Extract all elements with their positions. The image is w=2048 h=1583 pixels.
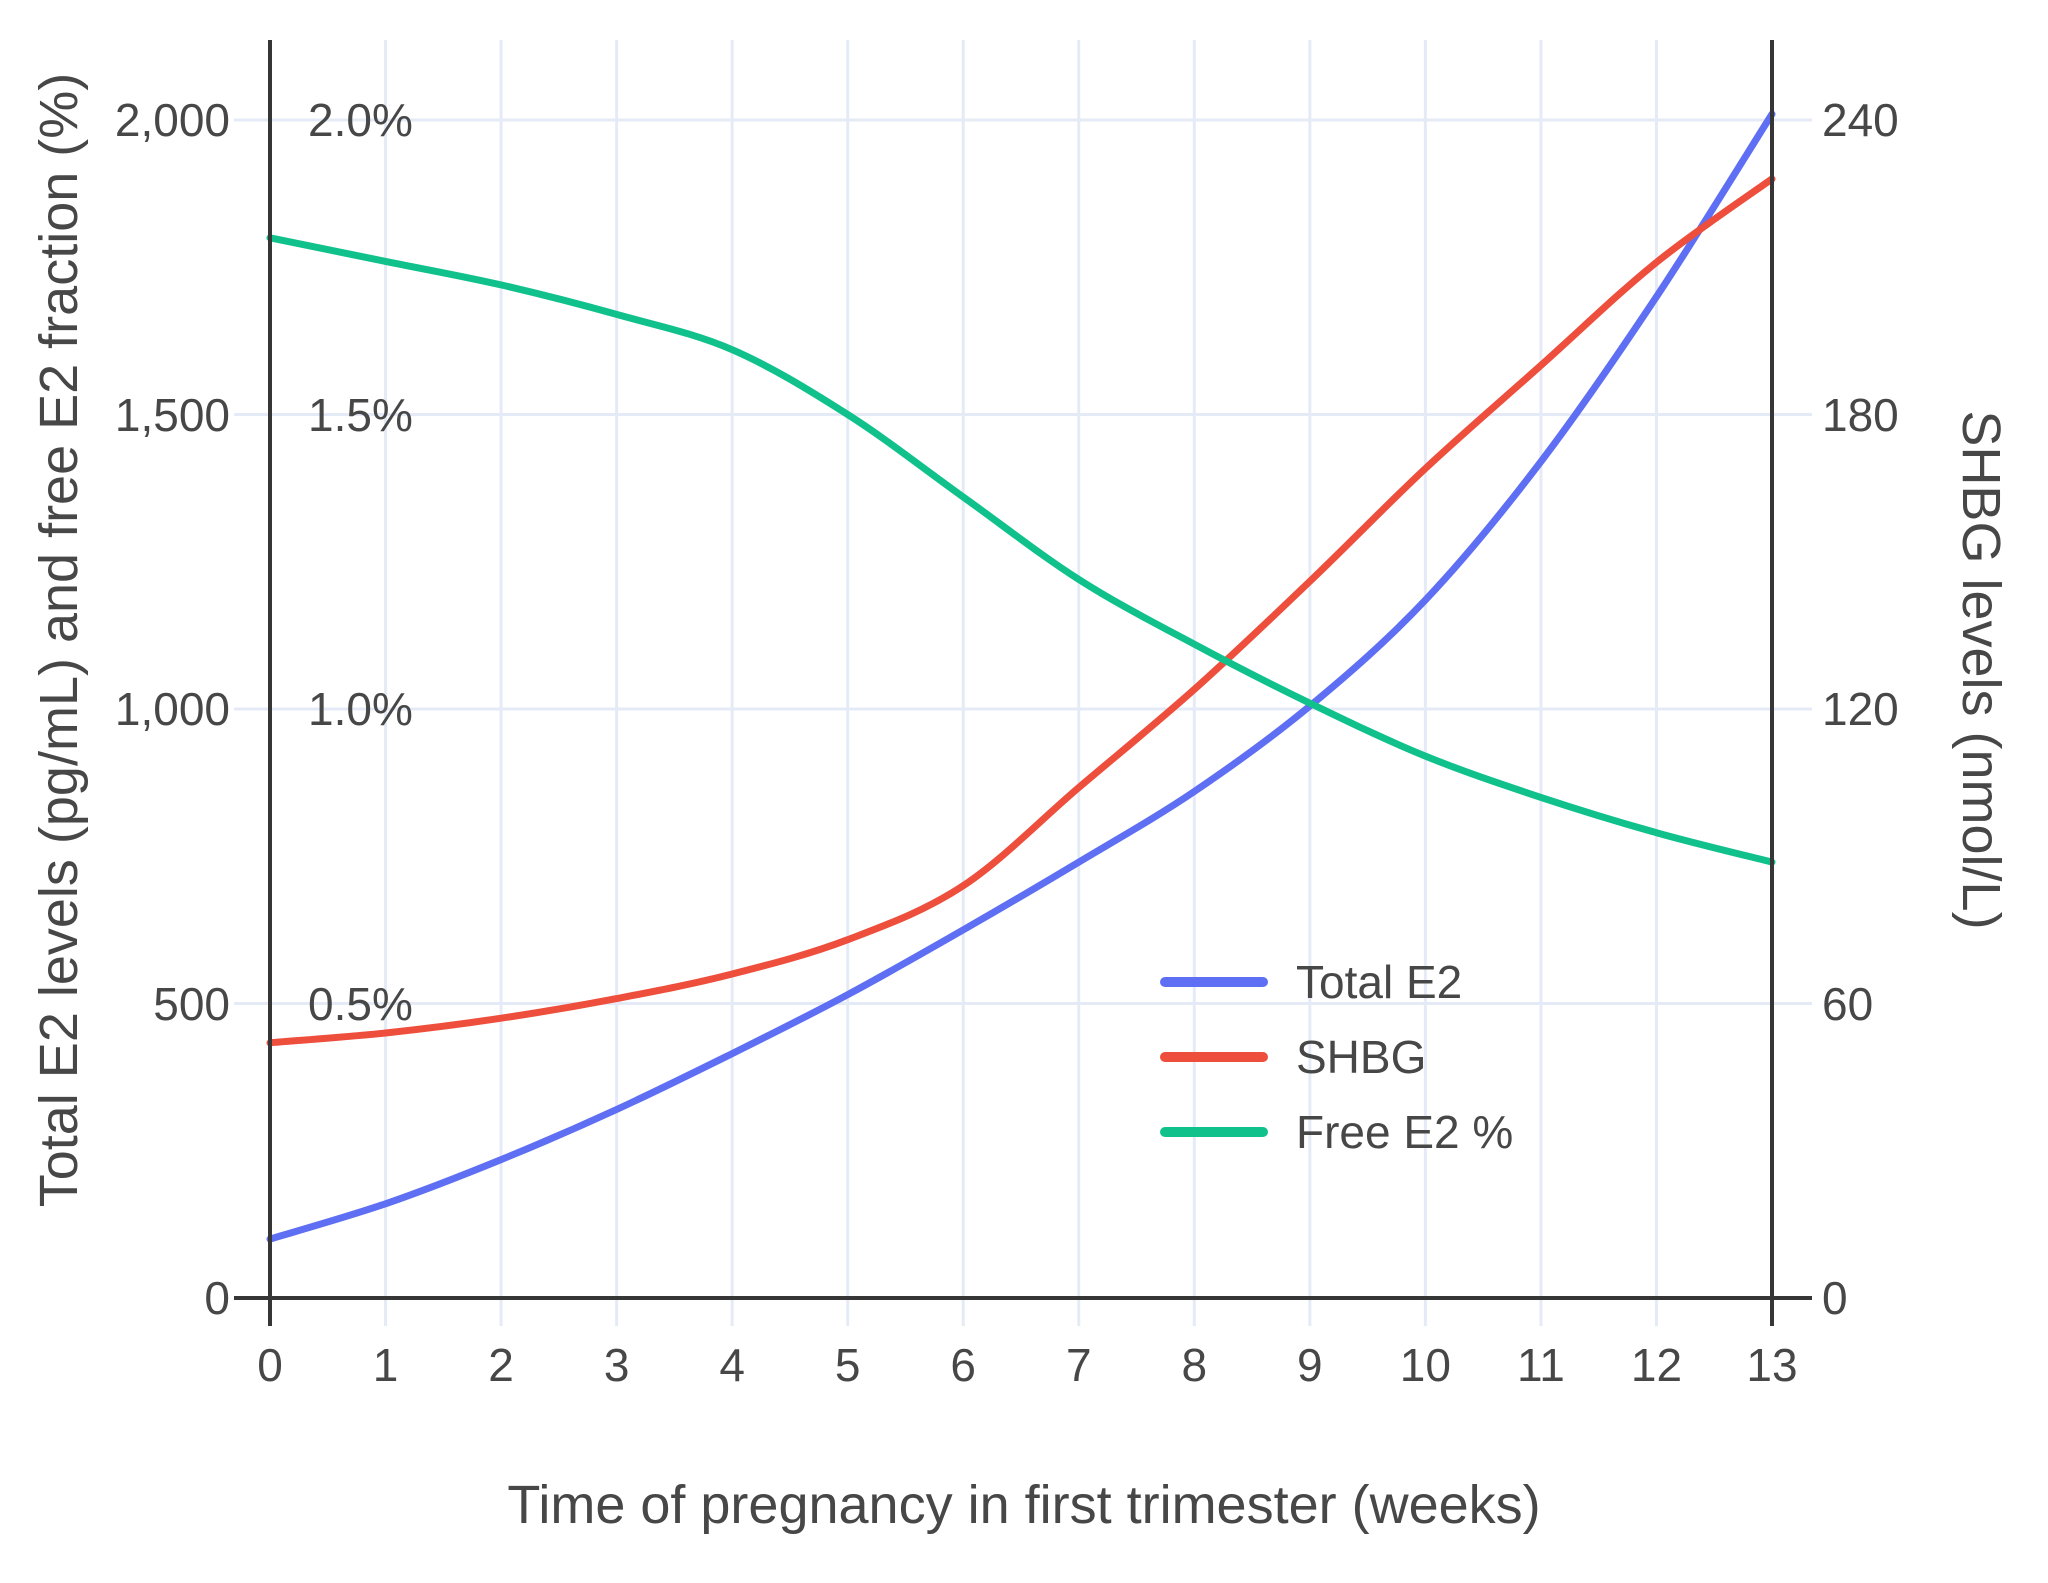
series-line-free-e2 bbox=[266, 234, 1776, 866]
legend-label-total-e2: Total E2 bbox=[1296, 955, 1463, 1008]
y-tick-label-left: 1,000 bbox=[114, 683, 230, 735]
x-tick-label: 1 bbox=[372, 1339, 399, 1391]
x-tick-label: 4 bbox=[719, 1339, 745, 1391]
x-tick-label: 10 bbox=[1399, 1339, 1451, 1391]
left-axis-title: Total E2 levels (pg/mL) and free E2 frac… bbox=[29, 72, 89, 1208]
legend-label-shbg: SHBG bbox=[1296, 1030, 1427, 1083]
legend-label-free-e2: Free E2 % bbox=[1296, 1105, 1514, 1158]
x-tick-label: 5 bbox=[834, 1339, 861, 1391]
x-tick-label: 0 bbox=[257, 1339, 283, 1391]
y-tick-label-right: 120 bbox=[1822, 683, 1899, 735]
x-tick-label: 2 bbox=[488, 1339, 514, 1391]
legend-line-swatch-free-e2 bbox=[1160, 1126, 1268, 1137]
legend-item-total-e2: Total E2 bbox=[1160, 944, 1513, 1019]
y-tick-label-right: 240 bbox=[1822, 94, 1899, 146]
y-tick-label-left: 2,000 bbox=[114, 94, 230, 146]
legend-item-shbg: SHBG bbox=[1160, 1019, 1513, 1094]
x-tick-label: 8 bbox=[1181, 1339, 1208, 1391]
y-tick-label-right: 60 bbox=[1822, 977, 1874, 1030]
y-tick-label-percent: 0.5% bbox=[308, 977, 413, 1030]
x-tick-label: 11 bbox=[1517, 1339, 1565, 1391]
y-tick-label-percent: 2.0% bbox=[308, 94, 413, 146]
right-axis-title: SHBG levels (nmol/L) bbox=[1951, 410, 2011, 930]
legend-item-free-e2: Free E2 % bbox=[1160, 1094, 1513, 1169]
y-tick-label-left: 500 bbox=[153, 977, 230, 1030]
series-line-shbg bbox=[266, 175, 1776, 1047]
legend: Total E2 SHBG Free E2 % bbox=[1160, 944, 1513, 1169]
x-tick-label: 12 bbox=[1630, 1339, 1683, 1391]
x-tick-label: 7 bbox=[1065, 1339, 1092, 1391]
x-tick-label: 3 bbox=[603, 1339, 630, 1391]
legend-line-swatch-total-e2 bbox=[1160, 976, 1268, 987]
x-axis-title: Time of pregnancy in first trimester (we… bbox=[507, 1475, 1541, 1535]
y-tick-label-percent: 1.5% bbox=[308, 388, 413, 441]
legend-line-swatch-shbg bbox=[1160, 1051, 1268, 1062]
y-tick-label-left: 1,500 bbox=[114, 388, 230, 441]
series-line-total-e2 bbox=[266, 110, 1776, 1243]
x-tick-label: 6 bbox=[950, 1339, 977, 1391]
y-tick-label-right: 0 bbox=[1822, 1272, 1848, 1324]
y-tick-label-percent: 1.0% bbox=[308, 683, 413, 735]
y-tick-label-right: 180 bbox=[1822, 388, 1899, 441]
x-tick-label: 9 bbox=[1297, 1339, 1323, 1391]
y-tick-label-left: 0 bbox=[204, 1272, 230, 1324]
x-tick-label: 13 bbox=[1746, 1339, 1798, 1391]
